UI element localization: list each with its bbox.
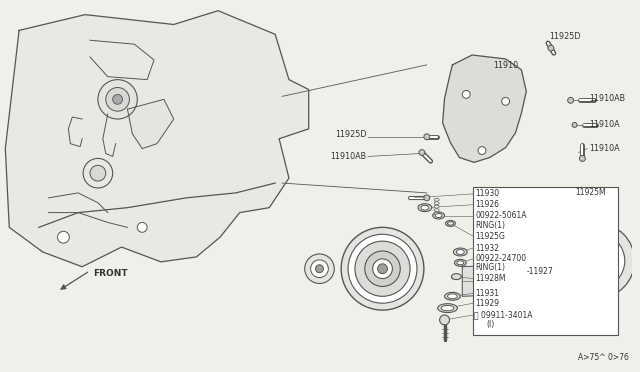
Circle shape [572, 122, 577, 127]
Text: RING(1): RING(1) [475, 263, 505, 272]
Text: 11910A: 11910A [589, 121, 620, 129]
Circle shape [548, 45, 554, 51]
Circle shape [58, 231, 69, 243]
Text: 11910: 11910 [493, 61, 518, 70]
Circle shape [348, 234, 417, 303]
Circle shape [568, 97, 573, 103]
Circle shape [83, 158, 113, 188]
Ellipse shape [454, 259, 466, 266]
Ellipse shape [434, 212, 439, 215]
Ellipse shape [438, 304, 458, 312]
Text: 11932: 11932 [475, 244, 499, 253]
Bar [473, 187, 618, 335]
Circle shape [355, 241, 410, 296]
Ellipse shape [447, 294, 458, 299]
Ellipse shape [435, 214, 442, 218]
Text: 11925D: 11925D [335, 130, 367, 139]
Ellipse shape [447, 222, 453, 225]
Ellipse shape [453, 248, 467, 256]
Circle shape [372, 259, 392, 279]
Text: RING(1): RING(1) [475, 221, 505, 230]
Polygon shape [127, 99, 173, 148]
Circle shape [560, 224, 635, 298]
Circle shape [570, 233, 625, 288]
Circle shape [440, 315, 449, 325]
Ellipse shape [441, 305, 454, 311]
Ellipse shape [434, 202, 439, 205]
Text: -11927: -11927 [526, 267, 553, 276]
Ellipse shape [457, 261, 464, 265]
Circle shape [378, 264, 387, 274]
Ellipse shape [445, 221, 456, 227]
Circle shape [462, 90, 470, 98]
Circle shape [502, 97, 509, 105]
Ellipse shape [434, 209, 439, 212]
Circle shape [424, 195, 430, 201]
Circle shape [582, 245, 613, 277]
Ellipse shape [456, 250, 464, 254]
Text: 11925D: 11925D [549, 32, 580, 41]
Circle shape [305, 254, 334, 283]
Circle shape [316, 265, 323, 273]
Text: 11929: 11929 [475, 299, 499, 308]
Polygon shape [443, 55, 526, 162]
Circle shape [98, 80, 138, 119]
Circle shape [579, 155, 586, 161]
Ellipse shape [434, 198, 439, 201]
Text: 11925G: 11925G [475, 232, 505, 241]
Ellipse shape [418, 204, 432, 212]
Ellipse shape [434, 205, 439, 208]
Text: 00922-24700: 00922-24700 [475, 254, 526, 263]
Text: (I): (I) [486, 320, 494, 329]
Circle shape [138, 222, 147, 232]
Circle shape [365, 251, 400, 286]
Circle shape [419, 150, 425, 155]
Text: 11930: 11930 [475, 189, 499, 198]
Circle shape [310, 260, 328, 278]
Text: 00922-5061A: 00922-5061A [475, 211, 527, 220]
Ellipse shape [421, 205, 429, 210]
Circle shape [106, 87, 129, 111]
Text: A>75^ 0>76: A>75^ 0>76 [577, 353, 628, 362]
Polygon shape [5, 11, 308, 267]
Text: 11910A: 11910A [589, 144, 620, 153]
Text: FRONT: FRONT [93, 269, 127, 278]
Ellipse shape [445, 292, 460, 300]
Text: 11928M: 11928M [475, 274, 506, 283]
Text: 11910AB: 11910AB [589, 94, 625, 103]
Circle shape [478, 147, 486, 154]
Text: Ⓝ 09911-3401A: Ⓝ 09911-3401A [474, 311, 532, 320]
Text: 11926: 11926 [475, 200, 499, 209]
Polygon shape [462, 265, 511, 296]
Circle shape [90, 165, 106, 181]
Text: 11931: 11931 [475, 289, 499, 298]
Text: 11925M: 11925M [575, 188, 605, 198]
Circle shape [113, 94, 122, 104]
Ellipse shape [451, 274, 461, 280]
Text: 11910AB: 11910AB [331, 152, 367, 161]
Circle shape [341, 227, 424, 310]
Circle shape [424, 134, 430, 140]
Ellipse shape [433, 212, 445, 219]
